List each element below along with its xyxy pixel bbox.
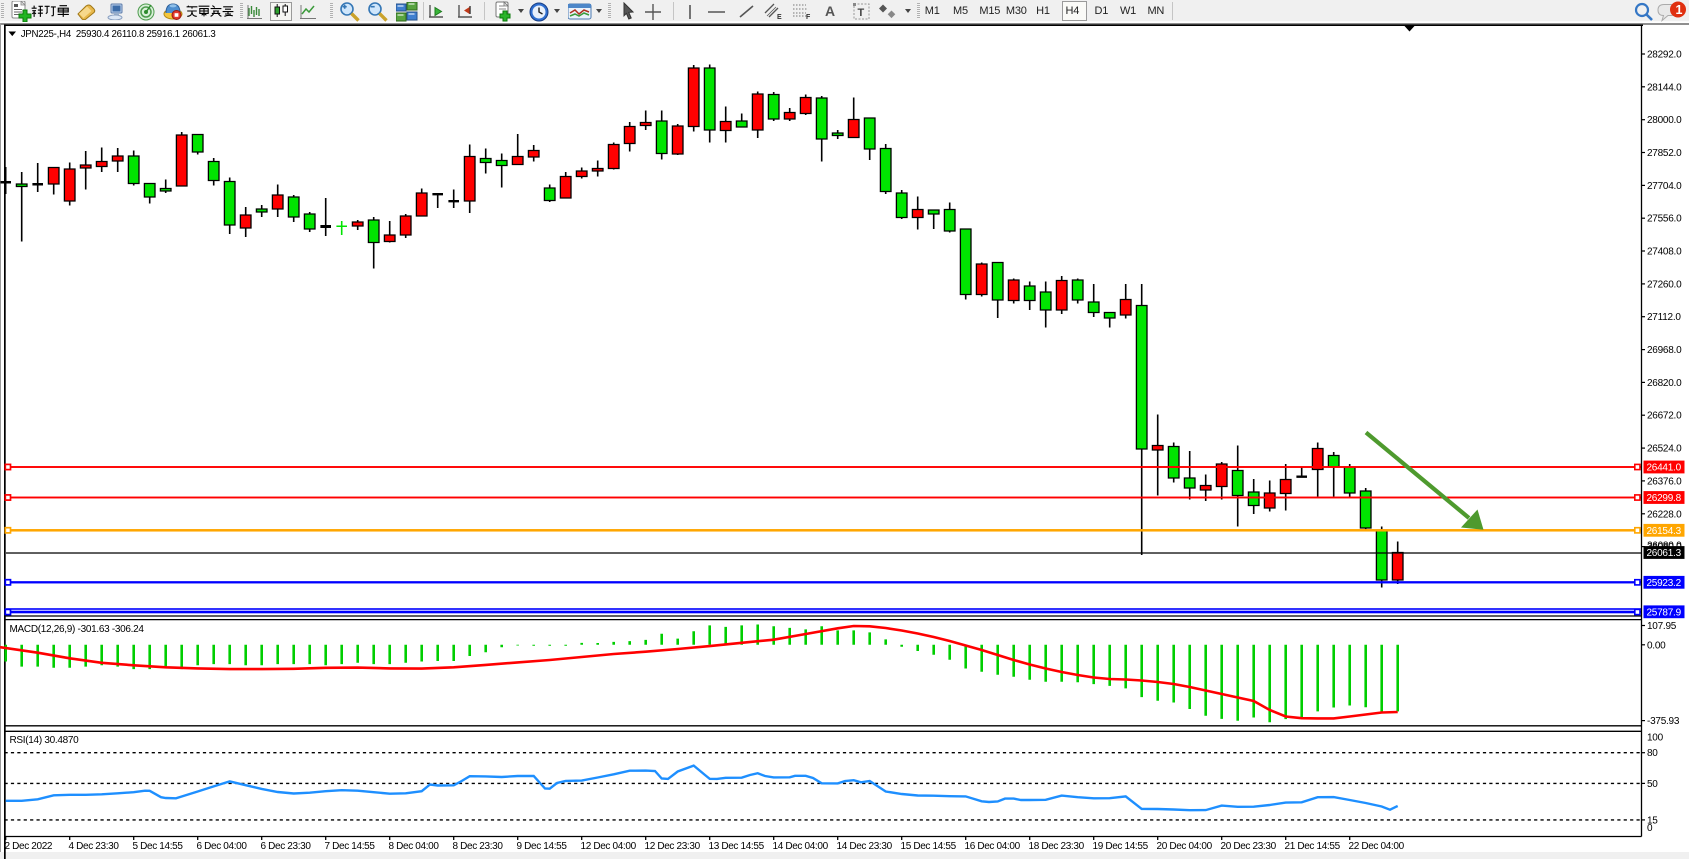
svg-text:15 Dec 14:55: 15 Dec 14:55 bbox=[901, 841, 957, 852]
svg-text:20 Dec 23:30: 20 Dec 23:30 bbox=[1221, 841, 1277, 852]
svg-text:22 Dec 04:00: 22 Dec 04:00 bbox=[1349, 841, 1405, 852]
svg-text:28144.0: 28144.0 bbox=[1647, 82, 1682, 93]
svg-text:E: E bbox=[777, 14, 782, 21]
svg-text:-375.93: -375.93 bbox=[1647, 716, 1680, 727]
svg-text:25923.2: 25923.2 bbox=[1647, 578, 1682, 589]
svg-text:100: 100 bbox=[1647, 733, 1664, 744]
svg-text:RSI(14) 30.4870: RSI(14) 30.4870 bbox=[10, 735, 80, 746]
svg-text:107.95: 107.95 bbox=[1647, 621, 1677, 632]
svg-text:28000.0: 28000.0 bbox=[1647, 115, 1682, 126]
svg-text:27408.0: 27408.0 bbox=[1647, 247, 1682, 258]
svg-text:26441.0: 26441.0 bbox=[1647, 463, 1682, 474]
svg-text:6 Dec 23:30: 6 Dec 23:30 bbox=[261, 841, 312, 852]
svg-text:27112.0: 27112.0 bbox=[1647, 312, 1681, 323]
svg-text:14 Dec 23:30: 14 Dec 23:30 bbox=[837, 841, 893, 852]
svg-text:27704.0: 27704.0 bbox=[1647, 181, 1682, 192]
svg-text:T: T bbox=[858, 7, 865, 19]
svg-text:26820.0: 26820.0 bbox=[1647, 378, 1682, 389]
svg-text:0.00: 0.00 bbox=[1647, 640, 1666, 651]
svg-text:16 Dec 04:00: 16 Dec 04:00 bbox=[965, 841, 1021, 852]
svg-text:9 Dec 14:55: 9 Dec 14:55 bbox=[517, 841, 568, 852]
svg-text:15: 15 bbox=[1647, 815, 1658, 826]
svg-text:14 Dec 04:00: 14 Dec 04:00 bbox=[773, 841, 829, 852]
svg-text:2 Dec 2022: 2 Dec 2022 bbox=[5, 841, 53, 852]
svg-text:26154.3: 26154.3 bbox=[1647, 526, 1682, 537]
svg-text:18 Dec 23:30: 18 Dec 23:30 bbox=[1029, 841, 1085, 852]
svg-text:5 Dec 14:55: 5 Dec 14:55 bbox=[133, 841, 184, 852]
svg-text:19 Dec 14:55: 19 Dec 14:55 bbox=[1093, 841, 1149, 852]
svg-text:50: 50 bbox=[1647, 779, 1658, 790]
svg-text:12 Dec 04:00: 12 Dec 04:00 bbox=[581, 841, 637, 852]
svg-text:26080.0: 26080.0 bbox=[1647, 540, 1682, 551]
svg-text:26061.3: 26061.3 bbox=[1647, 548, 1682, 559]
svg-text:MACD(12,26,9) -301.63 -306.24: MACD(12,26,9) -301.63 -306.24 bbox=[10, 624, 145, 635]
svg-text:21 Dec 14:55: 21 Dec 14:55 bbox=[1285, 841, 1341, 852]
svg-text:27556.0: 27556.0 bbox=[1647, 214, 1682, 225]
svg-text:0: 0 bbox=[1647, 823, 1653, 834]
svg-text:28292.0: 28292.0 bbox=[1647, 50, 1682, 61]
svg-text:8 Dec 23:30: 8 Dec 23:30 bbox=[453, 841, 504, 852]
svg-text:4 Dec 23:30: 4 Dec 23:30 bbox=[69, 841, 120, 852]
svg-text:F: F bbox=[806, 14, 811, 21]
svg-text:27852.0: 27852.0 bbox=[1647, 148, 1682, 159]
svg-text:12 Dec 23:30: 12 Dec 23:30 bbox=[645, 841, 701, 852]
svg-text:13 Dec 14:55: 13 Dec 14:55 bbox=[709, 841, 765, 852]
svg-text:1: 1 bbox=[1676, 3, 1683, 17]
svg-text:26524.0: 26524.0 bbox=[1647, 444, 1682, 455]
svg-text:26299.8: 26299.8 bbox=[1647, 493, 1682, 504]
svg-text:80: 80 bbox=[1647, 748, 1658, 759]
svg-text:27260.0: 27260.0 bbox=[1647, 279, 1682, 290]
svg-text:26968.0: 26968.0 bbox=[1647, 345, 1682, 356]
svg-text:6 Dec 04:00: 6 Dec 04:00 bbox=[197, 841, 248, 852]
svg-text:8 Dec 04:00: 8 Dec 04:00 bbox=[389, 841, 440, 852]
svg-text:20 Dec 04:00: 20 Dec 04:00 bbox=[1157, 841, 1213, 852]
svg-text:26376.0: 26376.0 bbox=[1647, 476, 1682, 487]
svg-text:26672.0: 26672.0 bbox=[1647, 411, 1682, 422]
svg-text:26228.0: 26228.0 bbox=[1647, 509, 1682, 520]
svg-text:25787.9: 25787.9 bbox=[1647, 608, 1682, 619]
svg-text:7 Dec 14:55: 7 Dec 14:55 bbox=[325, 841, 376, 852]
svg-text:JPN225-,H4 25930.4 26110.8 25: JPN225-,H4 25930.4 26110.8 25916.1 26061… bbox=[21, 29, 216, 40]
